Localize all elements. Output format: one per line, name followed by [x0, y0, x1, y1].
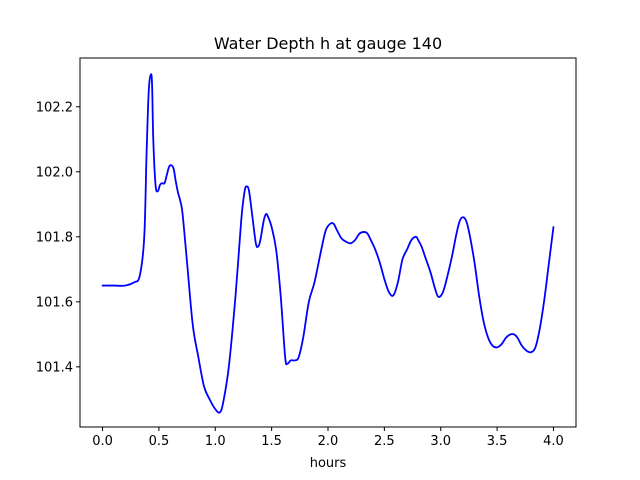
y-tick-label: 101.4	[36, 360, 73, 375]
plot-area	[80, 58, 576, 427]
x-tick-label: 2.5	[374, 434, 395, 449]
series-line-0	[101, 73, 555, 414]
y-tick-label: 101.6	[36, 295, 73, 310]
y-axis-ticks: 101.4 101.6 101.8 102.0 102.2	[36, 100, 80, 375]
y-tick-label: 101.8	[36, 230, 73, 245]
x-tick-label: 0.5	[149, 434, 170, 449]
x-tick-label: 3.5	[487, 434, 508, 449]
x-tick-label: 3.0	[430, 434, 451, 449]
x-axis-label: hours	[310, 456, 347, 471]
x-tick-label: 0.0	[92, 434, 113, 449]
x-tick-label: 1.0	[205, 434, 226, 449]
series-layer	[101, 73, 555, 414]
x-tick-label: 1.5	[261, 434, 282, 449]
x-tick-label: 2.0	[318, 434, 339, 449]
y-tick-label: 102.0	[36, 165, 73, 180]
chart-title: Water Depth h at gauge 140	[214, 34, 442, 53]
x-tick-label: 4.0	[543, 434, 564, 449]
plot-frame	[79, 57, 577, 428]
y-tick-label: 102.2	[36, 100, 73, 115]
x-axis-ticks: 0.0 0.5 1.0 1.5 2.0 2.5 3.0 3.5 4.0	[92, 427, 564, 449]
